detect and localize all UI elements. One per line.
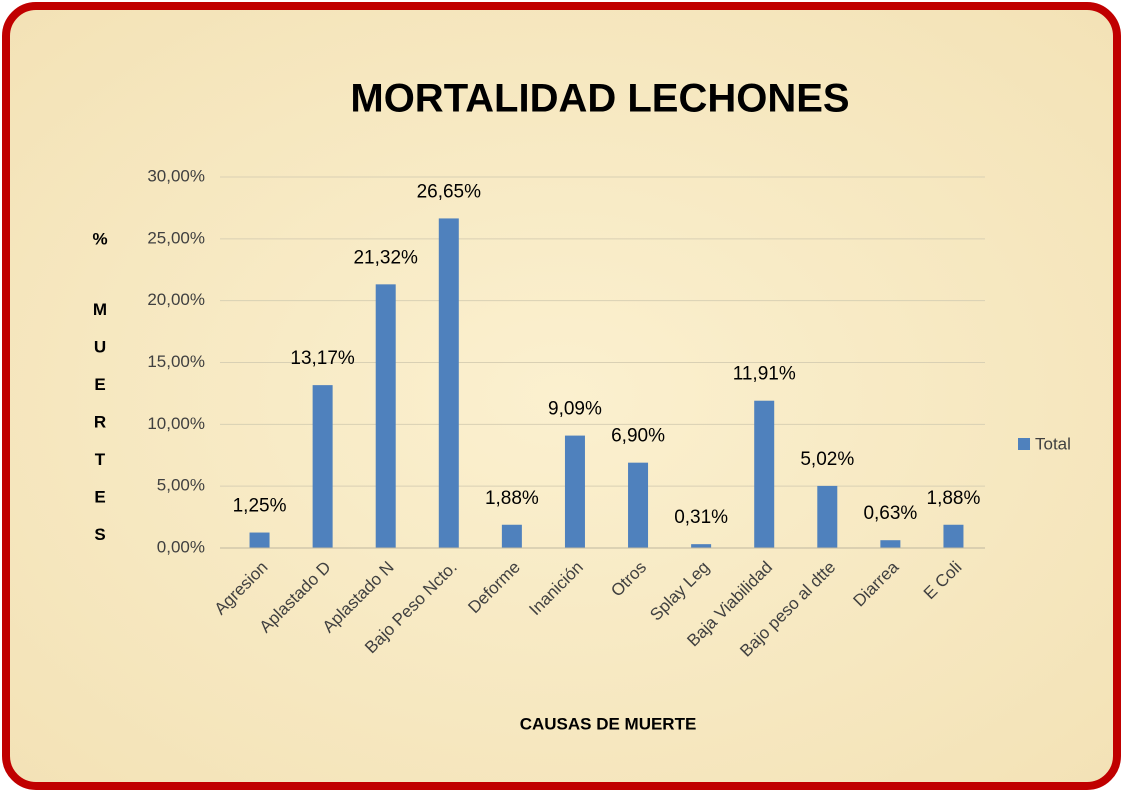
bar	[943, 524, 964, 548]
data-label: 0,31%	[674, 507, 728, 528]
y-axis-title: %	[92, 229, 107, 248]
data-label: 6,90%	[611, 426, 665, 447]
x-axis-title: CAUSAS DE MUERTE	[520, 714, 697, 733]
y-tick-label: 20,00%	[147, 290, 205, 309]
bar	[375, 284, 396, 548]
data-label: 5,02%	[800, 449, 854, 470]
y-tick-label: 15,00%	[147, 352, 205, 371]
y-axis-title: E	[94, 487, 105, 506]
data-label: 0,63%	[863, 503, 917, 524]
y-axis-title: M	[93, 300, 107, 319]
data-label: 26,65%	[417, 181, 482, 202]
bar	[691, 544, 712, 548]
data-label: 21,32%	[353, 247, 418, 268]
data-label: 1,88%	[485, 488, 539, 509]
data-label: 1,88%	[927, 488, 981, 509]
data-label: 13,17%	[290, 348, 355, 369]
y-tick-label: 10,00%	[147, 414, 205, 433]
y-tick-label: 5,00%	[157, 476, 205, 495]
bar	[312, 385, 333, 548]
y-axis-title: U	[94, 337, 106, 356]
legend-swatch	[1018, 438, 1030, 450]
y-tick-label: 30,00%	[147, 166, 205, 185]
chart-title: MORTALIDAD LECHONES	[350, 77, 849, 121]
data-label: 11,91%	[733, 364, 796, 385]
bar	[754, 400, 775, 548]
bar	[817, 485, 838, 548]
bar	[249, 532, 270, 548]
y-axis-title: S	[94, 525, 105, 544]
y-tick-label: 25,00%	[147, 228, 205, 247]
bar	[880, 540, 901, 548]
bar	[501, 524, 522, 548]
bar	[438, 218, 459, 548]
y-tick-label: 0,00%	[157, 537, 205, 556]
bar	[628, 462, 649, 548]
data-label: 1,25%	[233, 496, 287, 517]
y-axis-title: R	[94, 412, 106, 431]
legend-label: Total	[1035, 434, 1071, 453]
y-axis-title: T	[95, 450, 106, 469]
y-axis-title: E	[94, 375, 105, 394]
data-label: 9,09%	[548, 399, 602, 420]
bar	[564, 435, 585, 548]
